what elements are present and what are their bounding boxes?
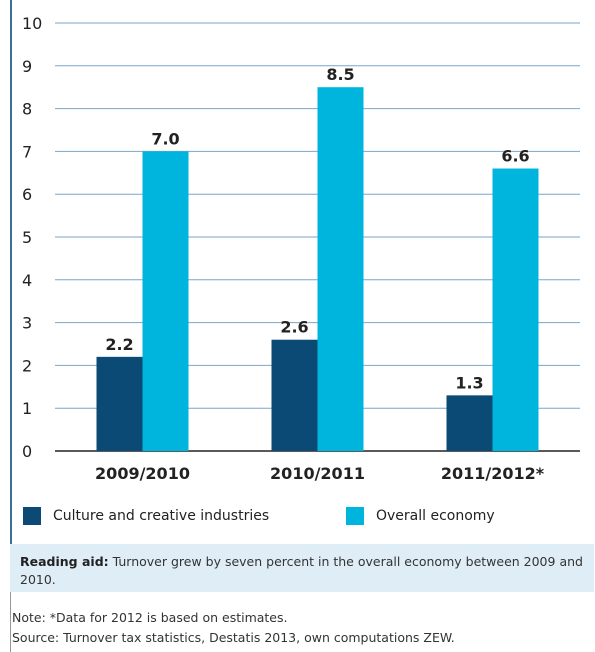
legend-swatch-overall <box>346 507 364 525</box>
x-tick-label: 2009/2010 <box>95 464 190 483</box>
reading-aid-box: Reading aid: Turnover grew by seven perc… <box>10 544 594 592</box>
legend-label-culture: Culture and creative industries <box>53 508 270 524</box>
bar-value-label: 1.3 <box>455 373 483 392</box>
legend-swatch-culture <box>23 507 41 525</box>
reading-aid-label: Reading aid: <box>20 554 109 569</box>
x-tick-label: 2010/2011 <box>270 464 365 483</box>
bar <box>446 395 493 451</box>
bar-value-label: 7.0 <box>151 129 179 148</box>
y-tick-label: 5 <box>22 228 32 247</box>
bar-value-label: 8.5 <box>326 65 354 84</box>
bar-value-label: 2.2 <box>105 335 133 354</box>
y-tick-label: 8 <box>22 100 32 119</box>
reading-aid-text: Turnover grew by seven percent in the ov… <box>20 554 583 587</box>
source-text: Source: Turnover tax statistics, Destati… <box>12 630 455 645</box>
bar <box>317 87 364 451</box>
bar-chart: 0 1 2 3 4 5 6 7 8 9 10 2.2 7.0 2009/2010 2.6 8.5 2010/20… <box>22 14 580 483</box>
bar-value-label: 2.6 <box>280 318 308 337</box>
y-tick-label: 4 <box>22 271 32 290</box>
legend-label-overall: Overall economy <box>376 508 495 524</box>
notes: Note: *Data for 2012 is based on estimat… <box>12 608 455 648</box>
y-tick-label: 10 <box>22 14 42 33</box>
y-tick-label: 9 <box>22 57 32 76</box>
bar-value-label: 6.6 <box>501 147 529 166</box>
legend-item-culture: Culture and creative industries <box>23 507 269 525</box>
y-tick-label: 1 <box>22 399 32 418</box>
bar <box>271 339 318 451</box>
frame-left-line <box>10 0 12 545</box>
y-tick-label: 7 <box>22 142 32 161</box>
y-tick-label: 3 <box>22 314 32 333</box>
legend-item-overall: Overall economy <box>346 507 495 525</box>
y-tick-label: 6 <box>22 185 32 204</box>
note-text: Note: *Data for 2012 is based on estimat… <box>12 610 288 625</box>
frame-left-line-lower <box>10 592 11 652</box>
x-tick-label: 2011/2012* <box>441 464 545 483</box>
y-tick-label: 0 <box>22 442 32 461</box>
y-tick-label: 2 <box>22 356 32 375</box>
bar <box>142 151 189 451</box>
bar <box>96 356 143 451</box>
bar <box>492 168 539 451</box>
